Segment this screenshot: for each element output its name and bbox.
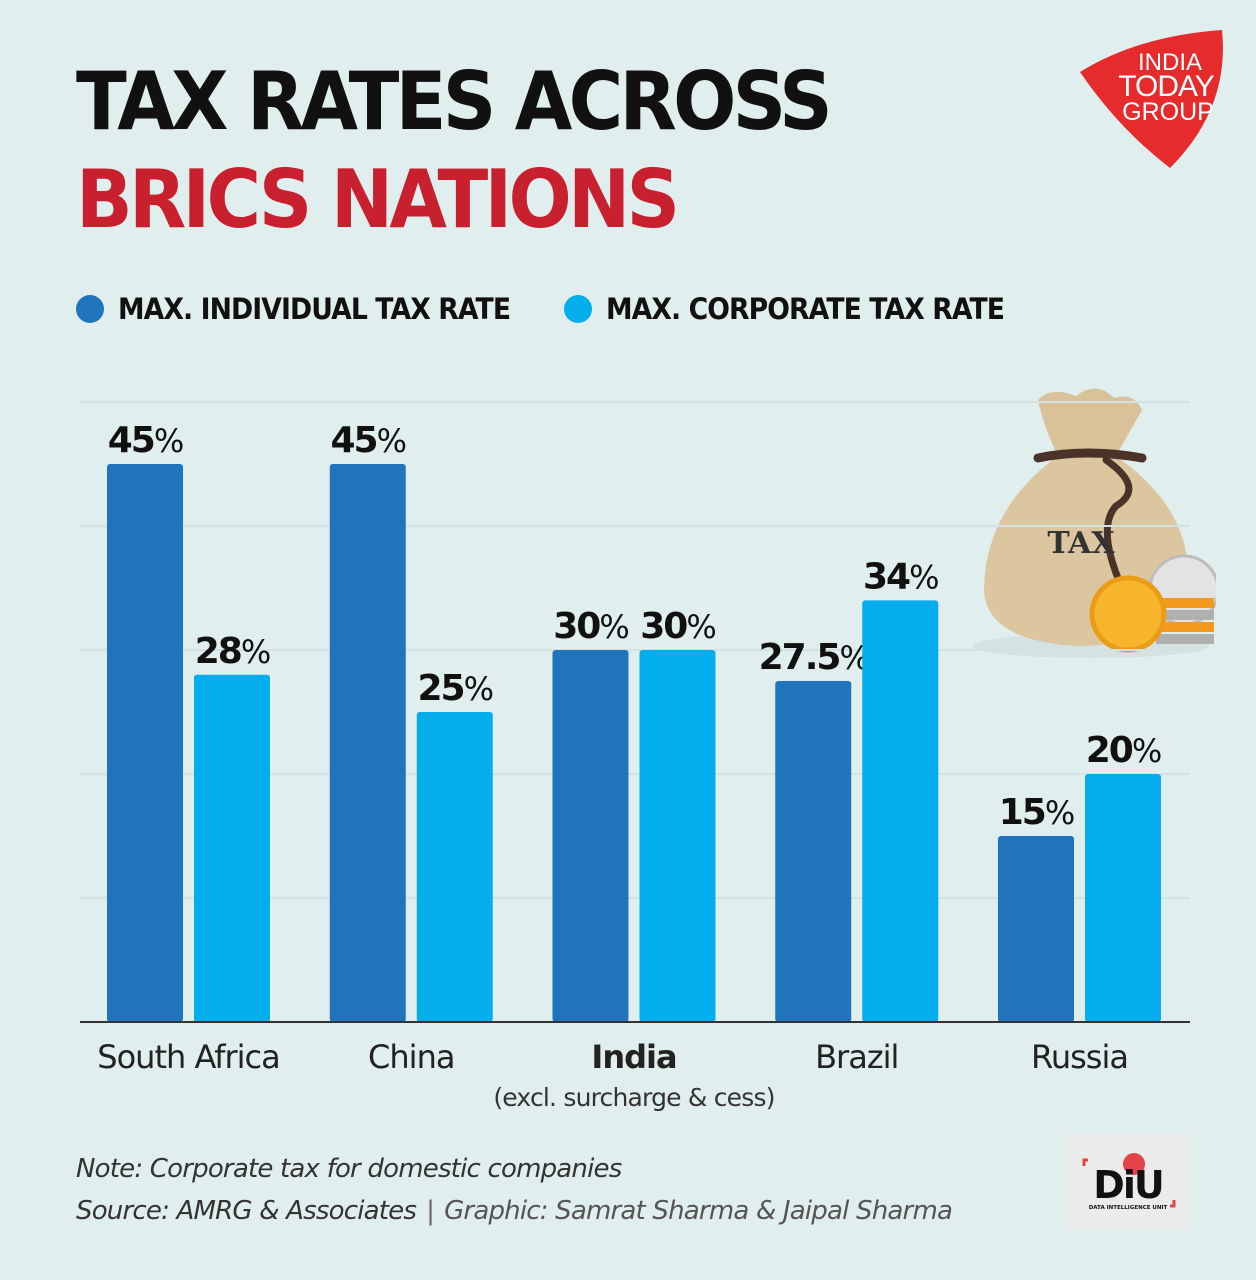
data-label-unit: %: [1132, 732, 1161, 770]
data-label: 30%: [553, 606, 628, 647]
data-label-value: 45: [330, 420, 376, 461]
coin-stack-3: [1156, 622, 1214, 632]
data-label: 20%: [1086, 730, 1161, 771]
diu-dot: [1123, 1153, 1145, 1175]
legend-label-individual: MAX. INDIVIDUAL TAX RATE: [118, 292, 511, 326]
diu-bg: [1066, 1134, 1190, 1230]
footer-separator: |: [426, 1196, 435, 1226]
bar-corporate: [416, 712, 493, 1022]
data-label: 15%: [999, 792, 1074, 833]
diu-bracket-right: [1170, 1200, 1176, 1208]
logo-shape: [1080, 30, 1223, 168]
logo-text-today: TODAY: [1118, 70, 1215, 103]
data-label: 28%: [195, 631, 270, 672]
legend-item-individual: MAX. INDIVIDUAL TAX RATE: [76, 292, 544, 326]
data-label-unit: %: [241, 633, 270, 671]
data-label-value: 28: [195, 631, 241, 672]
data-label-value: 45: [108, 420, 154, 461]
data-label-unit: %: [909, 558, 938, 596]
bar-individual: [329, 464, 406, 1022]
data-label-unit: %: [599, 608, 628, 646]
data-label: 25%: [417, 668, 492, 709]
title-line-1: TAX RATES ACROSS: [76, 55, 833, 148]
bar-corporate: [862, 600, 939, 1022]
diu-logo: DiU DATA INTELLIGENCE UNIT: [1066, 1134, 1190, 1230]
coin-stack-2: [1156, 610, 1214, 620]
legend-dot-corporate: [564, 295, 593, 323]
diu-bracket-left: [1082, 1158, 1088, 1166]
coin-stack-4: [1156, 634, 1214, 644]
logo-text-india: INDIA: [1138, 49, 1202, 76]
footer-graphic: Graphic: Samrat Sharma & Jaipal Sharma: [444, 1196, 953, 1226]
data-label-value: 25: [417, 668, 463, 709]
data-label-value: 30: [553, 606, 600, 647]
bag-rope-tail: [1102, 456, 1133, 592]
bar-individual: [998, 836, 1074, 1022]
legend: MAX. INDIVIDUAL TAX RATE MAX. CORPORATE …: [76, 292, 1063, 326]
category-label: China: [368, 1038, 454, 1076]
bar-individual: [107, 464, 183, 1022]
tax-money-bag-illustration: TAX: [973, 388, 1216, 658]
bar-individual: [775, 681, 852, 1022]
footer-note: Note: Corporate tax for domestic compani…: [76, 1154, 622, 1184]
category-label: South Africa: [97, 1038, 279, 1076]
bag-top: [1038, 388, 1142, 456]
footer-source: Source: AMRG & Associates: [76, 1196, 417, 1226]
category-label: Brazil: [815, 1038, 898, 1076]
diu-subtext: DATA INTELLIGENCE UNIT: [1089, 1205, 1168, 1211]
coin-stack-1: [1156, 598, 1214, 608]
bar-corporate: [639, 650, 716, 1022]
footer-credits: Source: AMRG & Associates | Graphic: Samra…: [76, 1196, 953, 1226]
data-label-value: 20: [1086, 730, 1133, 771]
diu-text: DiU: [1093, 1163, 1162, 1207]
bar-individual: [552, 650, 629, 1022]
category-note: (excl. surcharge & cess): [493, 1083, 774, 1112]
data-label-unit: %: [464, 670, 493, 708]
data-label: 45%: [330, 420, 405, 461]
data-label-unit: %: [1045, 794, 1074, 832]
data-label-value: 34: [863, 556, 910, 597]
legend-dot-individual: [76, 295, 104, 323]
logo-text-group: GROUP: [1122, 98, 1214, 126]
data-label: 27.5%: [759, 637, 869, 678]
data-label: 34%: [863, 556, 938, 597]
data-label-value: 30: [640, 606, 687, 647]
bag-label: TAX: [1047, 526, 1115, 561]
title-line-2: BRICS NATIONS: [76, 153, 680, 246]
bar-corporate: [194, 674, 270, 1022]
data-label-value: 27.5: [759, 637, 840, 678]
data-label: 45%: [108, 420, 183, 461]
legend-item-corporate: MAX. CORPORATE TAX RATE: [564, 292, 1039, 326]
india-today-group-logo: INDIA TODAY GROUP: [1080, 30, 1223, 168]
legend-label-corporate: MAX. CORPORATE TAX RATE: [606, 292, 1005, 326]
data-label-value: 15: [999, 792, 1045, 833]
category-label: Russia: [1031, 1038, 1128, 1076]
bag-rope: [1033, 448, 1147, 463]
data-label-unit: %: [154, 422, 183, 460]
data-label-unit: %: [686, 608, 715, 646]
category-label: India: [591, 1038, 676, 1076]
data-label-unit: %: [377, 422, 406, 460]
data-label: 30%: [640, 606, 715, 647]
bar-corporate: [1085, 774, 1161, 1022]
